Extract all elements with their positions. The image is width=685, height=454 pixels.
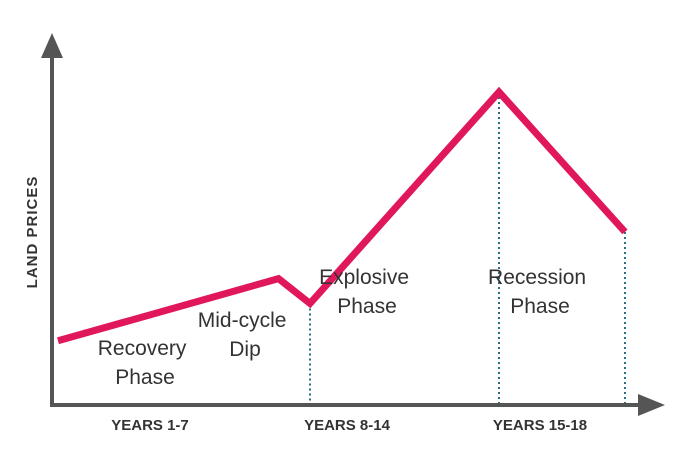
x-band-label-years-8-14: YEARS 8-14 — [304, 417, 391, 434]
x-band-label-years-15-18: YEARS 15-18 — [493, 417, 587, 434]
x-band-label-years-1-7: YEARS 1-7 — [111, 417, 189, 434]
mid-cycle-dip-label: Mid-cycle Dip — [198, 309, 293, 361]
phase-dividers — [309, 92, 626, 403]
x-band-labels: YEARS 1-7 YEARS 8-14 YEARS 15-18 — [111, 417, 587, 434]
explosive-phase-label: Explosive Phase — [319, 266, 415, 318]
recovery-phase-label: Recovery Phase — [98, 337, 193, 389]
land-price-series-line — [57, 86, 628, 345]
y-axis-title: LAND PRICES — [24, 176, 41, 289]
axes — [41, 33, 665, 416]
x-axis-arrowhead — [638, 394, 665, 416]
recession-phase-label: Recession Phase — [488, 266, 592, 318]
phase-labels: Recovery Phase Mid-cycle Dip Explosive P… — [98, 266, 592, 389]
y-axis-arrowhead — [41, 33, 63, 58]
